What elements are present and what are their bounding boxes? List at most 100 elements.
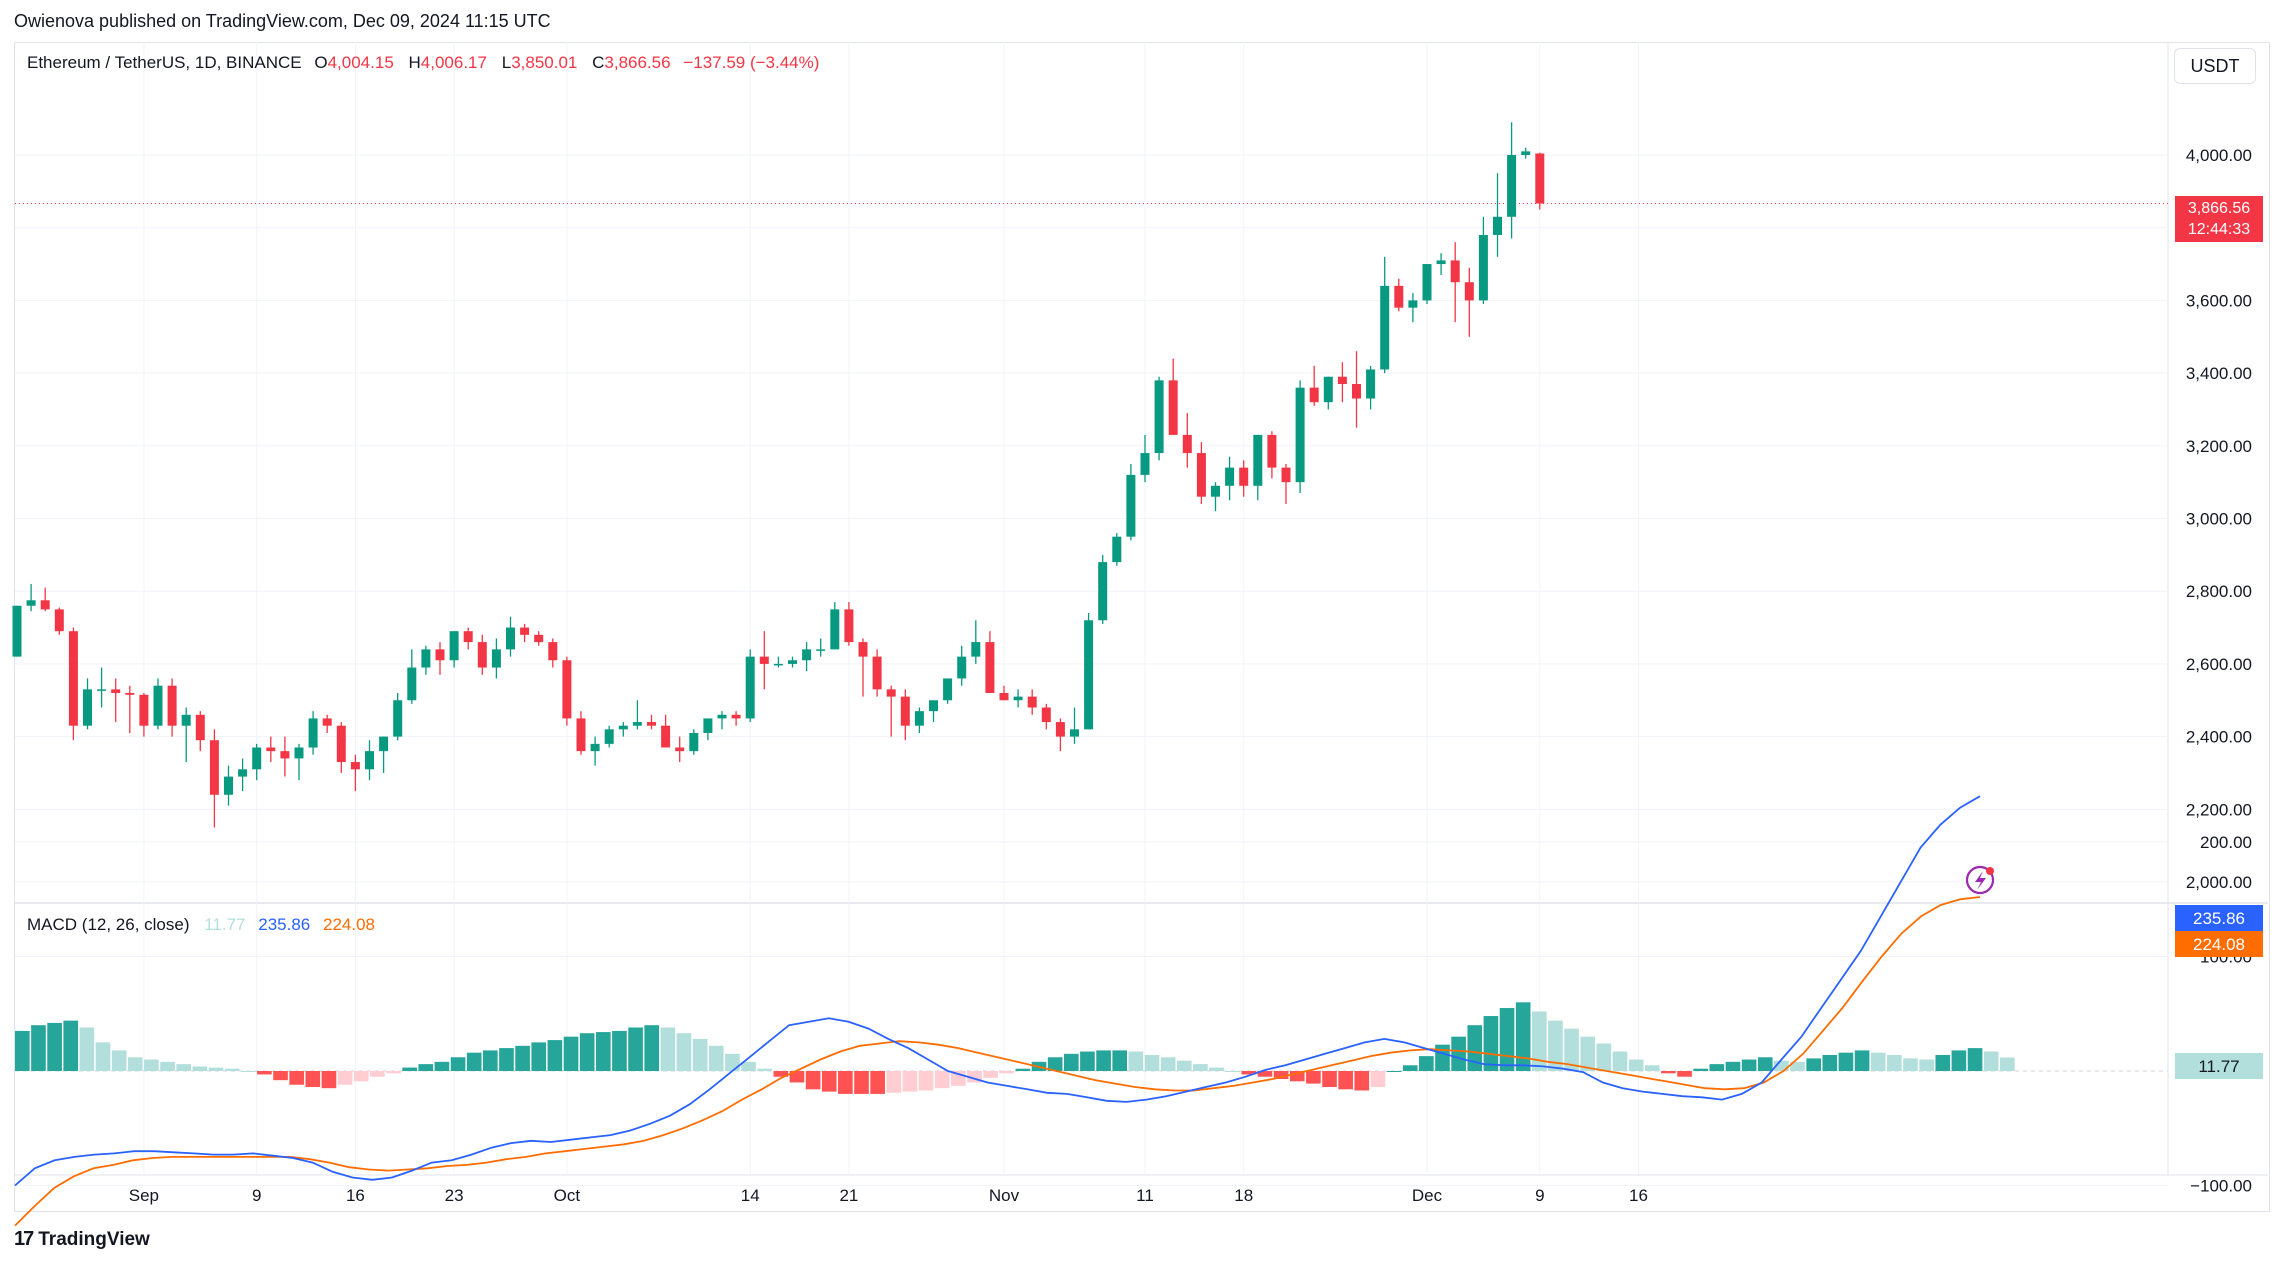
macd-line [14, 795, 1981, 1187]
macd-histogram-bar [144, 1059, 159, 1071]
candle [336, 722, 346, 773]
macd-histogram-bar [1451, 1036, 1466, 1071]
macd-histogram-bar [273, 1071, 288, 1081]
macd-histogram-bar [1225, 1071, 1241, 1072]
candle-body [520, 627, 530, 635]
macd-histogram-bar [1903, 1058, 1918, 1071]
macd-histogram-bar [789, 1071, 805, 1083]
macd-histogram-bar [1096, 1050, 1111, 1071]
candle-body [1337, 376, 1347, 385]
macd-pane[interactable] [14, 795, 2168, 1227]
candle-body [491, 649, 501, 668]
macd-histogram-bar [1967, 1048, 1983, 1071]
tradingview-logo[interactable]: 17 TradingView [14, 1228, 150, 1251]
macd-tick-label: −100.00 [2190, 1177, 2252, 1196]
candle [393, 692, 403, 741]
candle [322, 714, 332, 733]
macd-histogram-bar [628, 1027, 643, 1071]
candle-body [604, 729, 614, 744]
candle-body [1436, 260, 1446, 265]
candle [943, 678, 953, 704]
candle [1112, 533, 1122, 566]
price-tick-label: 4,000.00 [2186, 146, 2252, 165]
candle [26, 583, 36, 612]
open-value: 4,004.15 [327, 53, 394, 72]
macd-histogram-bar [644, 1025, 660, 1071]
candle-body [717, 714, 727, 719]
macd-histogram-bar [1693, 1068, 1709, 1071]
macd-histogram-bar [1209, 1067, 1224, 1071]
candle-body [1295, 387, 1305, 483]
macd-histogram-bar [918, 1071, 934, 1091]
high-value: 4,006.17 [420, 53, 487, 72]
candle [139, 692, 149, 737]
candle [745, 649, 755, 723]
macd-histogram-bar [160, 1061, 175, 1071]
candle [238, 758, 248, 792]
macd-histogram-bar [1047, 1057, 1063, 1071]
candle-body [1521, 151, 1531, 155]
candle-body [1408, 300, 1418, 308]
candle-body [773, 663, 783, 666]
macd-histogram-bar [63, 1020, 79, 1071]
lightning-alert-icon[interactable] [1965, 865, 1995, 895]
macd-histogram-bar [1774, 1060, 1789, 1071]
candle-body [632, 722, 642, 726]
candle-body [675, 747, 685, 752]
candle-body [788, 660, 797, 664]
candle [266, 736, 276, 763]
candle-body [167, 685, 177, 726]
candle [872, 649, 882, 697]
candle [1436, 253, 1446, 275]
macd-histogram-bar [1386, 1071, 1402, 1072]
price-tick-label: 3,400.00 [2186, 364, 2252, 383]
candle-body [914, 711, 924, 726]
candle-body [957, 656, 967, 679]
axes: 2,000.00 2,200.00 2,400.00 2,600.00 2,800.00… [129, 146, 2263, 1205]
macd-histogram-bar [127, 1057, 143, 1071]
macd-histogram-bar [1354, 1071, 1370, 1091]
time-tick-label: Oct [554, 1186, 581, 1205]
macd-histogram-bar [1612, 1051, 1628, 1071]
macd-histogram-bar [1370, 1071, 1386, 1088]
candle [365, 740, 374, 781]
currency-button[interactable]: USDT [2174, 48, 2256, 84]
candle [689, 729, 699, 755]
macd-histogram-bar [886, 1071, 902, 1093]
symbol-title[interactable]: Ethereum / TetherUS, 1D, BINANCE [27, 53, 302, 72]
macd-histogram-bar [805, 1071, 821, 1090]
candle [1084, 613, 1094, 730]
price-pane[interactable] [12, 122, 2169, 828]
macd-histogram-bar [1951, 1050, 1967, 1071]
candle-body [209, 740, 219, 795]
candle-body [97, 689, 107, 691]
candle [1168, 358, 1178, 435]
macd-histogram-bar [305, 1071, 321, 1088]
macd-title[interactable]: MACD (12, 26, close) [27, 915, 190, 934]
price-legend: Ethereum / TetherUS, 1D, BINANCE O4,004.… [27, 53, 819, 73]
macd-histogram-bar [1193, 1064, 1208, 1071]
candle-body [224, 776, 233, 795]
candle [1182, 413, 1192, 468]
macd-histogram-bar [1306, 1071, 1321, 1084]
macd-histogram-bar [1838, 1052, 1854, 1071]
candle-body [1493, 216, 1502, 235]
macd-histogram-bar [418, 1064, 434, 1071]
macd-value-tag: 235.86 [2175, 905, 2263, 931]
low-label: L [501, 53, 512, 72]
candle-body [350, 762, 360, 770]
candle-body [181, 714, 191, 726]
macd-histogram-bar [725, 1053, 740, 1071]
candle-body [26, 600, 36, 606]
price-tick-label: 2,600.00 [2186, 655, 2252, 674]
macd-histogram-bar [1435, 1044, 1450, 1071]
macd-histogram-bar [1806, 1058, 1821, 1071]
macd-histogram-bar [466, 1052, 482, 1071]
low-value: 3,850.01 [511, 53, 578, 72]
candle-body [802, 649, 812, 661]
candle-body [1168, 380, 1178, 435]
last-price-tag: 3,866.56 12:44:33 [2175, 196, 2263, 242]
macd-histogram-bar [531, 1042, 547, 1071]
macd-histogram-bar [983, 1071, 998, 1078]
